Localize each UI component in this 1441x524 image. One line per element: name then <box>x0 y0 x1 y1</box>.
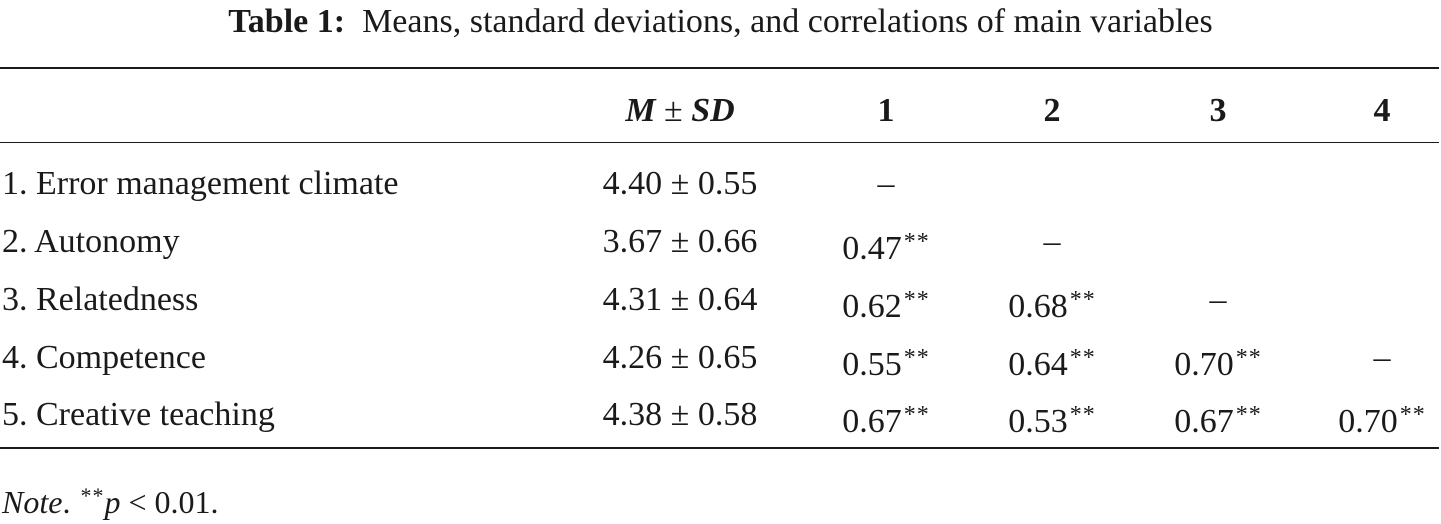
significance-stars: ** <box>903 345 930 371</box>
correlation-cell: – <box>1374 336 1391 380</box>
significance-stars: ** <box>903 229 930 255</box>
table-note: Note. **p < 0.01. <box>2 483 219 520</box>
note-p: p <box>104 484 121 520</box>
row-mean-sd: 3.67 ± 0.66 <box>602 223 758 260</box>
significance-stars: ** <box>1235 345 1262 371</box>
header-rule <box>0 142 1439 143</box>
correlation-value: 0.67 <box>1174 403 1234 440</box>
correlation-value: 0.64 <box>1008 346 1068 383</box>
header-col-2: 2 <box>1043 92 1061 129</box>
header-mean: M <box>625 92 656 129</box>
correlation-cell: 0.67** <box>842 393 930 440</box>
correlation-cell: 0.62** <box>842 278 930 325</box>
header-mean-sd: M ± SD <box>625 89 734 133</box>
significance-stars: ** <box>903 287 930 313</box>
correlation-cell: – <box>1210 278 1227 322</box>
row-mean-sd: 4.40 ± 0.55 <box>602 165 758 202</box>
row-variable-label: 2. Autonomy <box>2 223 180 260</box>
correlation-value: 0.53 <box>1008 403 1068 440</box>
header-plus-minus: ± <box>664 92 683 129</box>
note-label: Note <box>2 484 63 520</box>
row-mean-sd: 4.38 ± 0.58 <box>602 396 758 433</box>
row-variable-label: 3. Relatedness <box>2 281 199 318</box>
row-mean-sd: 4.26 ± 0.65 <box>602 339 758 376</box>
significance-stars: ** <box>1069 402 1096 428</box>
correlation-value: 0.55 <box>842 346 902 383</box>
top-rule <box>0 67 1439 69</box>
correlation-cell: 0.68** <box>1008 278 1096 325</box>
correlation-cell: – <box>1044 220 1061 264</box>
correlation-value: – <box>1373 339 1391 376</box>
table-caption: Table 1: Means, standard deviations, and… <box>0 0 1441 44</box>
correlation-cell: 0.47** <box>842 220 930 267</box>
significance-stars: ** <box>1399 402 1426 428</box>
correlation-value: 0.67 <box>842 403 902 440</box>
header-col-4: 4 <box>1373 92 1391 129</box>
correlation-cell: 0.70** <box>1174 336 1262 383</box>
header-col-3: 3 <box>1209 92 1227 129</box>
correlation-cell: 0.55** <box>842 336 930 383</box>
significance-stars: ** <box>1235 402 1262 428</box>
correlation-cell: 0.70** <box>1338 393 1426 440</box>
correlation-value: 0.70 <box>1338 403 1398 440</box>
row-mean-sd: 4.31 ± 0.64 <box>602 281 758 318</box>
correlation-cell: 0.64** <box>1008 336 1096 383</box>
header-col-1: 1 <box>877 92 895 129</box>
row-variable-label: 1. Error management climate <box>2 165 399 202</box>
note-stars: ** <box>80 483 105 508</box>
significance-stars: ** <box>1069 345 1096 371</box>
significance-stars: ** <box>1069 287 1096 313</box>
correlation-cell: 0.53** <box>1008 393 1096 440</box>
caption-label: Table 1: <box>228 3 346 40</box>
correlation-value: – <box>877 165 895 202</box>
correlation-value: 0.70 <box>1174 346 1234 383</box>
correlation-cell: – <box>878 162 895 206</box>
note-rest: < 0.01. <box>120 484 219 520</box>
correlation-value: 0.68 <box>1008 288 1068 325</box>
correlation-value: 0.47 <box>842 230 902 267</box>
row-variable-label: 4. Competence <box>2 339 206 376</box>
caption-text: Means, standard deviations, and correlat… <box>362 3 1213 40</box>
correlation-cell: 0.67** <box>1174 393 1262 440</box>
significance-stars: ** <box>903 402 930 428</box>
correlation-value: – <box>1209 281 1227 318</box>
correlation-value: – <box>1043 223 1061 260</box>
row-variable-label: 5. Creative teaching <box>2 396 275 433</box>
correlation-value: 0.62 <box>842 288 902 325</box>
header-sd: SD <box>691 92 735 129</box>
bottom-rule <box>0 447 1439 449</box>
